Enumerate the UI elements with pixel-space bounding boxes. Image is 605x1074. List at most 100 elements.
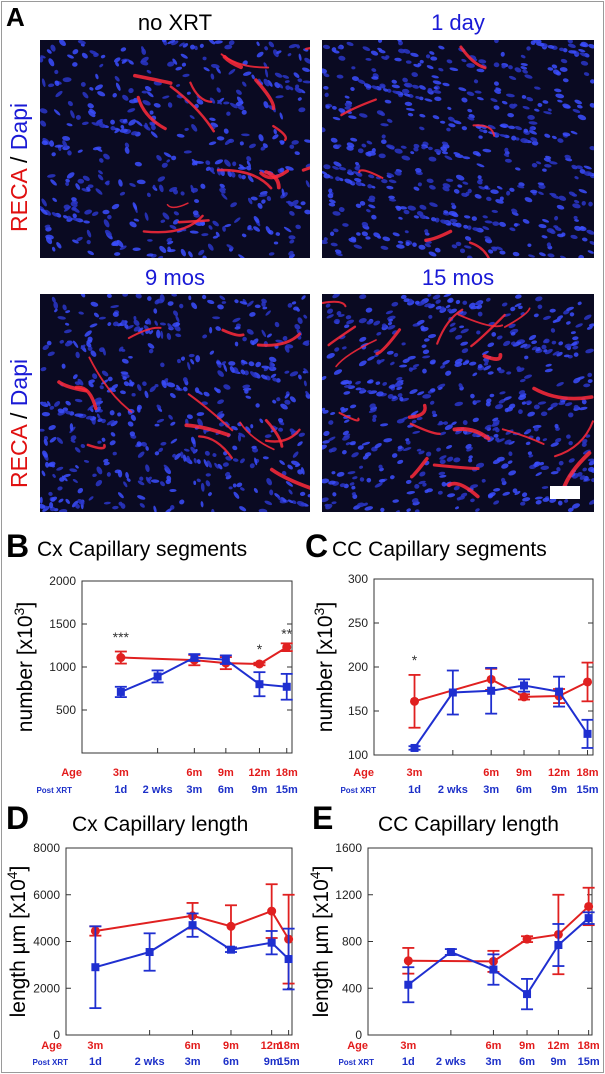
nucleus [369, 403, 376, 409]
nucleus [413, 146, 419, 152]
nucleus [128, 119, 137, 126]
nucleus [589, 146, 594, 151]
nucleus [210, 73, 215, 80]
nucleus [84, 330, 92, 337]
nucleus [121, 59, 127, 64]
vessel [459, 45, 487, 70]
vessel [468, 241, 491, 258]
nucleus [542, 100, 549, 104]
nucleus [330, 412, 336, 416]
nucleus [475, 462, 485, 469]
nucleus [307, 493, 310, 498]
nucleus [579, 52, 587, 57]
nucleus [183, 454, 187, 462]
nucleus [207, 299, 215, 305]
nucleus [493, 488, 501, 492]
nucleus [326, 314, 334, 319]
nucleus [328, 199, 336, 204]
nucleus [221, 193, 228, 200]
nucleus [276, 397, 281, 402]
nucleus [367, 198, 375, 203]
vessel [220, 53, 270, 69]
nucleus [137, 451, 145, 458]
nucleus [132, 202, 138, 210]
nucleus [330, 447, 337, 453]
nucleus [487, 342, 495, 348]
nucleus [285, 201, 294, 205]
nucleus [574, 176, 579, 180]
nucleus [153, 505, 157, 512]
nucleus [57, 316, 66, 320]
age-row-label: Age [353, 767, 374, 779]
nucleus [175, 333, 182, 338]
nucleus [302, 80, 310, 84]
nucleus [49, 405, 55, 410]
nucleus [238, 173, 243, 179]
nucleus [95, 479, 103, 487]
nucleus [258, 193, 268, 197]
nucleus [463, 245, 472, 249]
nucleus [158, 447, 164, 453]
nucleus [323, 237, 328, 242]
nucleus [293, 72, 300, 79]
nucleus [52, 197, 57, 202]
nucleus [181, 62, 187, 67]
nucleus [302, 67, 310, 72]
age-tick-label: 6m [485, 1040, 501, 1052]
nucleus [264, 434, 272, 438]
nucleus [570, 342, 578, 346]
nucleus [280, 403, 288, 410]
y-tick-label: 1600 [335, 842, 362, 855]
nucleus [216, 361, 222, 365]
nucleus [344, 324, 350, 329]
nucleus [279, 167, 285, 173]
nucleus [289, 239, 295, 244]
red-series [402, 886, 595, 976]
nucleus [391, 79, 397, 84]
nucleus [236, 482, 243, 488]
nucleus [446, 445, 453, 449]
nucleus [554, 215, 559, 221]
nucleus [412, 430, 421, 434]
nucleus [86, 339, 93, 344]
nucleus [256, 41, 260, 47]
nucleus [179, 499, 185, 505]
nucleus [98, 316, 106, 320]
nucleus [121, 319, 126, 325]
nucleus [381, 139, 387, 145]
nucleus [487, 124, 496, 130]
nucleus [342, 430, 350, 436]
nucleus [492, 417, 499, 422]
nucleus [478, 135, 483, 139]
nucleus [427, 294, 432, 297]
nucleus [446, 493, 456, 498]
nucleus [126, 324, 134, 330]
nucleus [97, 418, 103, 422]
nucleus [499, 391, 506, 395]
vessel [501, 428, 545, 445]
nucleus [174, 453, 181, 460]
nucleus [322, 68, 327, 74]
nucleus [386, 350, 394, 355]
nucleus [367, 356, 375, 361]
nucleus [424, 98, 433, 102]
nucleus [379, 83, 386, 89]
nucleus [136, 441, 142, 447]
nucleus [111, 203, 120, 210]
nucleus [508, 65, 513, 70]
nucleus [104, 180, 110, 185]
nucleus [128, 60, 134, 65]
nucleus [65, 498, 70, 504]
nucleus [80, 344, 86, 350]
nucleus [419, 126, 425, 131]
nucleus [356, 232, 361, 236]
nucleus [75, 114, 81, 120]
nucleus [535, 500, 542, 505]
nucleus [371, 185, 376, 189]
dapi-nuclei [40, 40, 310, 258]
nucleus [95, 403, 101, 407]
nucleus [122, 94, 129, 101]
nucleus [123, 481, 128, 488]
nucleus [152, 184, 156, 189]
nucleus [93, 312, 99, 318]
